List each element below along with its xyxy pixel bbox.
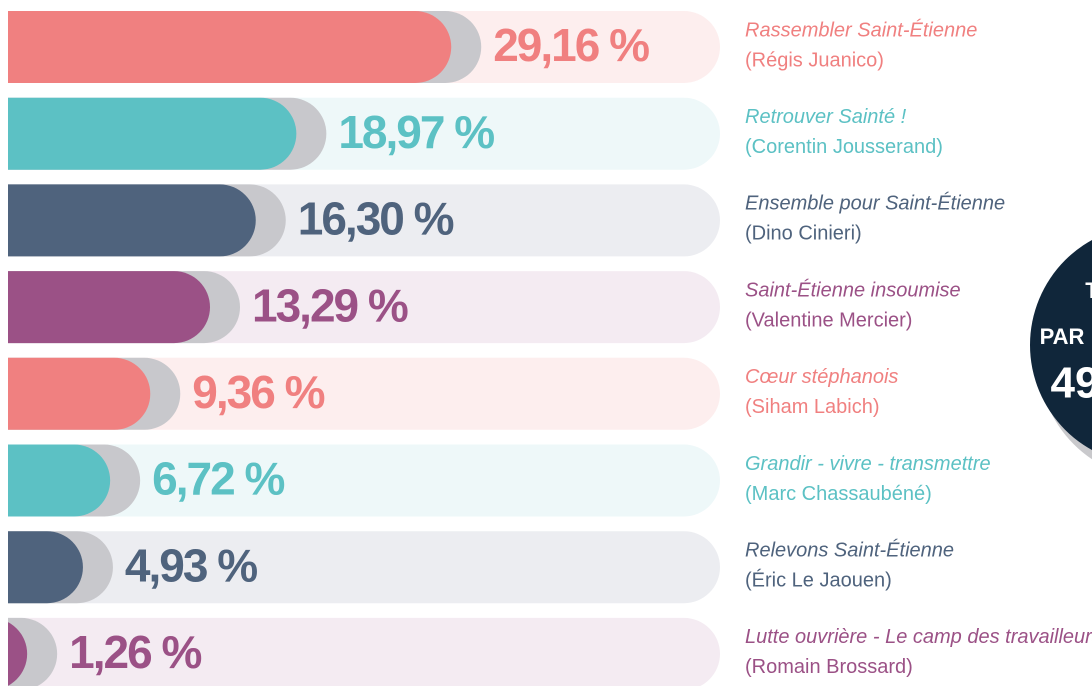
candidate-name: (Éric Le Jaouen)	[745, 568, 892, 591]
bar	[8, 444, 111, 517]
candidate-name: (Régis Juanico)	[745, 49, 884, 71]
value-label: 18,97 %	[338, 106, 494, 158]
bar	[8, 622, 28, 686]
bar	[8, 531, 83, 604]
value-label: 6,72 %	[152, 453, 284, 505]
bar	[8, 11, 452, 83]
badge: T PAR 49	[1030, 239, 1092, 460]
candidate-name: (Romain Brossard)	[745, 656, 913, 678]
bar	[8, 184, 256, 257]
value-label: 9,36 %	[192, 366, 324, 418]
badge-line: 49	[1051, 359, 1092, 408]
list-name: Retrouver Sainté !	[745, 106, 907, 128]
bars	[8, 11, 720, 686]
candidate-name: (Dino Cinieri)	[745, 223, 862, 245]
value-label: 1,26 %	[69, 626, 201, 678]
track	[8, 531, 720, 604]
value-label: 13,29 %	[252, 279, 408, 331]
list-name: Grandir - vivre - transmettre	[745, 453, 991, 475]
candidate-name: (Valentine Mercier)	[745, 309, 912, 331]
list-name: Lutte ouvrière - Le camp des travailleur…	[745, 626, 1092, 648]
list-name: Rassembler Saint-Étienne	[745, 18, 977, 41]
list-name: Cœur stéphanois	[745, 366, 898, 388]
badge-line: PAR	[1040, 324, 1085, 349]
value-label: 29,16 %	[493, 19, 649, 71]
track	[8, 617, 720, 686]
badge-circle	[1030, 239, 1092, 451]
list-name: Ensemble pour Saint-Étienne	[745, 192, 1005, 215]
candidate-name: (Siham Labich)	[745, 396, 880, 418]
badge-line: T	[1085, 278, 1092, 303]
list-name: Relevons Saint-Étienne	[745, 538, 954, 561]
bar	[8, 97, 297, 170]
bar	[8, 271, 210, 344]
list-name: Saint-Étienne insoumise	[745, 278, 961, 301]
value-label: 16,30 %	[298, 193, 454, 245]
bar	[8, 357, 151, 430]
track	[8, 357, 720, 430]
track	[8, 444, 720, 517]
candidate-name: (Corentin Jousserand)	[745, 136, 943, 158]
candidate-name: (Marc Chassaubéné)	[745, 483, 932, 505]
value-label: 4,93 %	[125, 539, 257, 591]
